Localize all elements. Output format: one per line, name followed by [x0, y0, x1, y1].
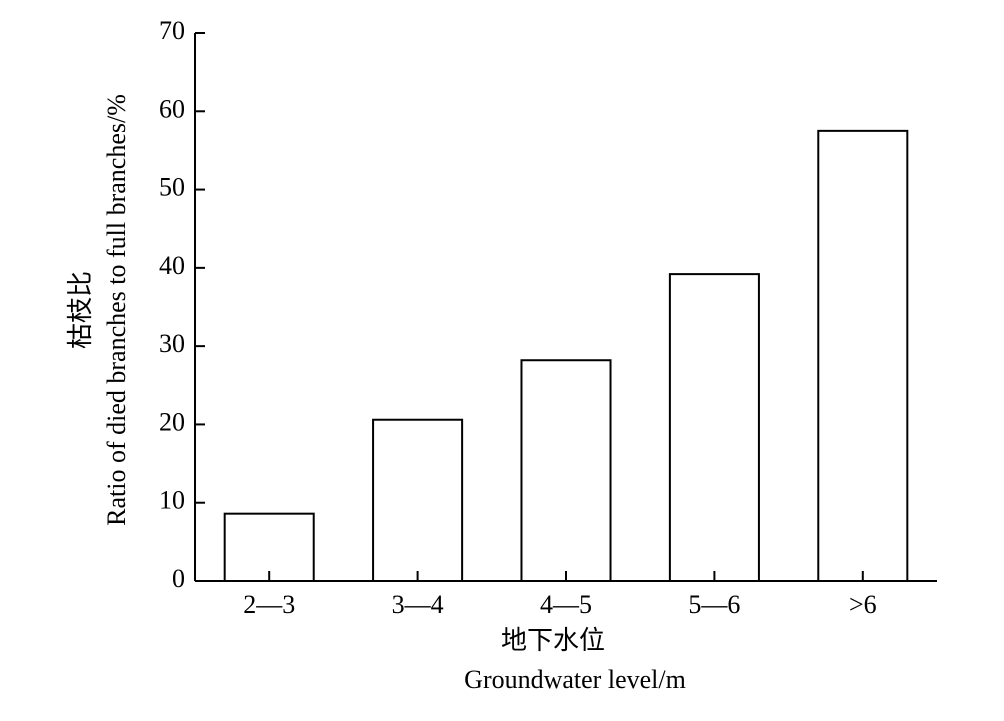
x-tick-label: >6 — [849, 590, 877, 619]
y-tick-label: 40 — [159, 251, 185, 280]
y-tick-label: 10 — [159, 486, 185, 515]
bar — [372, 418, 464, 582]
y-tick-label: 70 — [159, 16, 185, 45]
y-tick-label: 50 — [159, 173, 185, 202]
bar — [520, 359, 612, 582]
x-tick-label: 3—4 — [392, 590, 444, 619]
x-tick-label: 4—5 — [540, 590, 592, 619]
y-tick-label: 0 — [172, 564, 185, 593]
y-tick-label: 60 — [159, 94, 185, 123]
y-tick-label: 20 — [159, 407, 185, 436]
bar — [817, 129, 909, 582]
x-axis-label: 地下水位 — [501, 626, 605, 655]
bar — [668, 273, 760, 582]
x-tick-label: 5—6 — [688, 590, 740, 619]
y-axis-label: 枯枝比 — [66, 271, 95, 349]
y-axis-label: Ratio of died branches to full branches/… — [102, 94, 131, 526]
bar — [223, 512, 315, 582]
x-axis-label: Groundwater level/m — [464, 665, 686, 694]
x-tick-label: 2—3 — [243, 590, 295, 619]
y-tick-label: 30 — [159, 329, 185, 358]
